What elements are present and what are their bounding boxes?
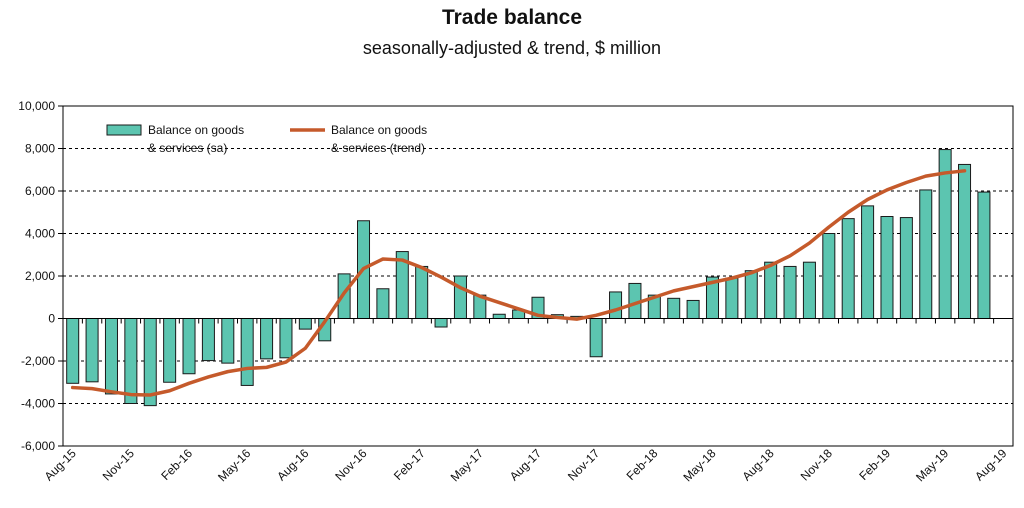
x-tick-label: May-19 — [913, 446, 951, 484]
bar — [841, 218, 855, 319]
x-tick-label: Nov-17 — [565, 446, 602, 483]
x-tick-label: Feb-19 — [856, 446, 893, 483]
bar — [822, 233, 836, 319]
y-tick-label: -4,000 — [21, 397, 55, 411]
bar — [589, 318, 603, 358]
legend-label-bar: & services (sa) — [148, 141, 227, 155]
legend-label-line: Balance on goods — [331, 123, 427, 137]
bar — [725, 277, 739, 319]
bar — [802, 261, 816, 319]
trend-line — [70, 169, 967, 397]
bar — [434, 318, 448, 328]
bar — [880, 216, 894, 319]
chart-title: Trade balance — [441, 6, 583, 29]
bar — [667, 297, 681, 319]
x-tick-label: Feb-17 — [391, 446, 428, 483]
y-tick-label: 6,000 — [25, 184, 55, 198]
x-tick-label: May-16 — [215, 446, 253, 484]
bar — [977, 191, 991, 319]
bar — [415, 265, 429, 319]
bar — [85, 318, 99, 383]
bar — [958, 163, 972, 319]
bar — [104, 318, 118, 395]
y-tick-label: 0 — [48, 312, 55, 326]
x-tick-label: Aug-17 — [507, 446, 544, 483]
x-tick-label: May-17 — [448, 446, 486, 484]
chart-subtitle: seasonally-adjusted & trend, $ million — [362, 38, 662, 58]
legend-label-line: & services (trend) — [331, 141, 425, 155]
bar — [783, 265, 797, 319]
x-tick-label: Nov-16 — [332, 446, 369, 483]
x-tick-label: Nov-15 — [100, 446, 137, 483]
bar — [919, 189, 933, 319]
x-tick-label: Aug-18 — [740, 446, 777, 483]
bar — [182, 318, 196, 375]
x-tick-label: Feb-18 — [624, 446, 661, 483]
x-tick-label: May-18 — [680, 446, 718, 484]
bar — [492, 313, 506, 319]
bar — [609, 291, 623, 319]
y-tick-label: 10,000 — [18, 99, 55, 113]
y-tick-label: 2,000 — [25, 269, 55, 283]
x-tick-label: Aug-19 — [972, 446, 1009, 483]
bar — [376, 288, 390, 319]
x-tick-label: Nov-18 — [798, 446, 835, 483]
bar — [163, 318, 177, 383]
bar — [764, 261, 778, 319]
bar — [686, 299, 700, 319]
bar — [861, 205, 875, 319]
x-tick-label: Feb-16 — [158, 446, 195, 483]
bar — [744, 270, 758, 319]
bar — [298, 318, 312, 330]
bar — [279, 318, 293, 359]
y-tick-label: -6,000 — [21, 439, 55, 453]
legend-label-bar: Balance on goods — [148, 123, 244, 137]
bar — [201, 318, 215, 362]
bar — [899, 217, 913, 319]
bar — [453, 275, 467, 319]
bar — [240, 318, 254, 386]
bar — [124, 318, 138, 404]
bar — [221, 318, 235, 364]
x-tick-label: Aug-16 — [274, 446, 311, 483]
y-tick-label: -2,000 — [21, 354, 55, 368]
y-tick-label: 8,000 — [25, 142, 55, 156]
legend-swatch-bar — [106, 124, 142, 136]
bar — [260, 318, 274, 360]
bar — [66, 318, 80, 384]
y-tick-label: 4,000 — [25, 227, 55, 241]
